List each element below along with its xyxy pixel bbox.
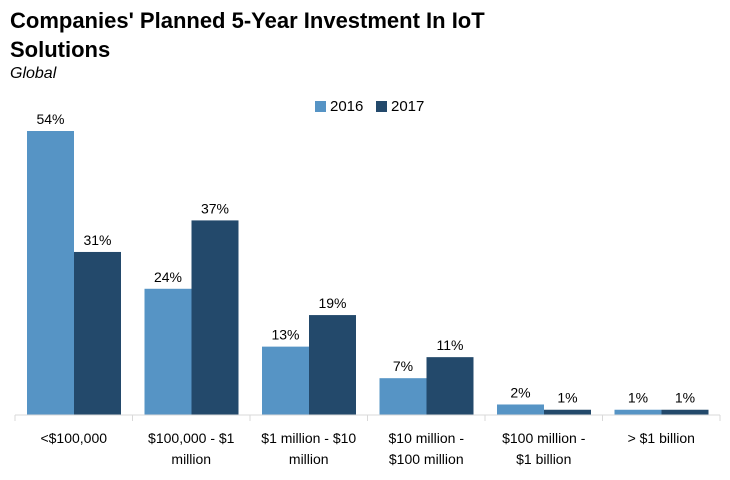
data-label-2017-4: 1% — [557, 390, 577, 406]
legend-swatch-2016 — [315, 101, 326, 112]
category-label-0: <$100,000 — [40, 430, 107, 446]
category-label-line: $10 million - — [389, 430, 465, 446]
bar-2016-3 — [379, 378, 427, 415]
category-label-5: > $1 billion — [628, 430, 695, 446]
bar-2016-2 — [262, 346, 309, 415]
data-label-2016-5: 1% — [628, 390, 648, 406]
bar-2016-5 — [614, 409, 662, 415]
bar-2017-0 — [74, 251, 121, 415]
bar-2016-0 — [27, 131, 74, 415]
category-label-1: $100,000 - $1 million — [148, 430, 235, 467]
data-label-2016-0: 54% — [36, 111, 64, 127]
chart-subtitle: Global — [10, 65, 57, 82]
category-label-line: $100,000 - $1 — [148, 430, 235, 446]
data-label-2017-1: 37% — [201, 200, 229, 216]
legend-label-2017: 2017 — [391, 98, 424, 115]
data-label-2017-2: 19% — [318, 295, 346, 311]
data-label-2016-2: 13% — [271, 327, 299, 343]
bar-2017-5 — [661, 409, 709, 415]
data-label-2017-0: 31% — [83, 232, 111, 248]
legend-swatch-2017 — [376, 101, 387, 112]
bar-2017-4 — [544, 409, 591, 415]
data-label-2017-3: 11% — [437, 337, 464, 353]
category-label-line: <$100,000 — [40, 430, 107, 446]
bar-2017-3 — [426, 357, 474, 415]
bar-2017-2 — [309, 315, 356, 415]
category-label-line: million — [289, 451, 329, 467]
category-label-2: $1 million - $10 million — [261, 430, 356, 467]
data-label-2016-4: 2% — [510, 384, 530, 400]
category-label-line: $1 billion — [516, 451, 571, 467]
bar-2016-1 — [144, 288, 192, 415]
category-label-line: $100 million - — [502, 430, 586, 446]
chart-title: Companies' Planned 5-Year Investment In … — [10, 8, 485, 62]
category-label-line: $100 million — [389, 451, 464, 467]
data-label-2016-1: 24% — [154, 269, 182, 285]
data-label-2017-5: 1% — [675, 390, 695, 406]
category-label-3: $10 million - $100 million — [389, 430, 465, 467]
category-label-4: $100 million - $1 billion — [502, 430, 586, 467]
category-label-line: $1 million - $10 — [261, 430, 356, 446]
bar-2017-1 — [191, 220, 239, 415]
bar-2016-4 — [497, 404, 544, 415]
category-label-line: > $1 billion — [628, 430, 695, 446]
category-label-line: million — [171, 451, 211, 467]
data-label-2016-3: 7% — [393, 358, 413, 374]
legend-label-2016: 2016 — [330, 98, 363, 115]
